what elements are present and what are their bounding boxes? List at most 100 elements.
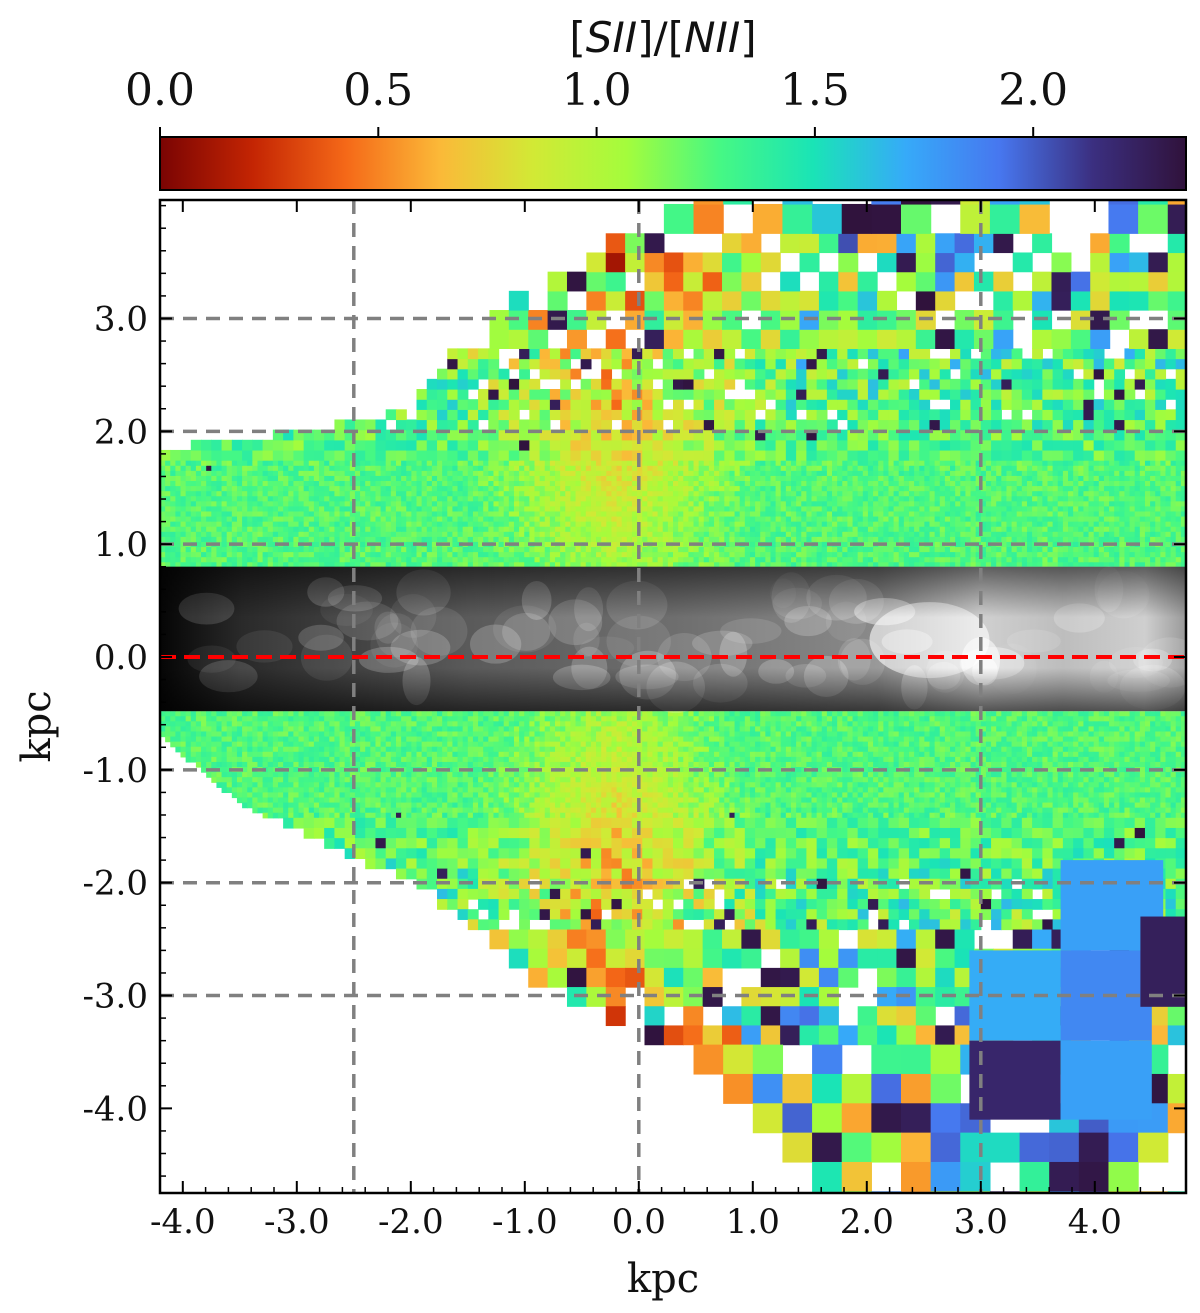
map-pixel bbox=[821, 526, 828, 532]
map-pixel bbox=[262, 495, 269, 502]
map-pixel bbox=[1078, 546, 1084, 553]
map-pixel bbox=[467, 510, 474, 517]
map-pixel bbox=[770, 551, 777, 558]
map-pixel bbox=[329, 495, 336, 502]
map-pixel bbox=[303, 505, 310, 512]
map-pixel bbox=[857, 515, 864, 522]
map-pixel bbox=[647, 510, 654, 517]
map-pixel bbox=[1134, 521, 1141, 527]
map-pixel bbox=[1109, 470, 1115, 476]
map-pixel bbox=[770, 460, 777, 466]
map-pixel bbox=[585, 541, 592, 548]
map-pixel bbox=[760, 490, 766, 497]
map-pixel bbox=[1052, 510, 1059, 517]
map-pixel bbox=[903, 551, 910, 558]
map-pixel bbox=[1103, 536, 1110, 542]
map-pixel bbox=[360, 546, 366, 553]
map-pixel bbox=[996, 485, 1002, 492]
map-pixel bbox=[1144, 515, 1151, 522]
map-pixel bbox=[283, 495, 289, 502]
map-pixel bbox=[1042, 546, 1049, 553]
map-pixel bbox=[826, 526, 833, 532]
map-pixel bbox=[1026, 546, 1033, 553]
map-pixel bbox=[467, 495, 474, 502]
map-pixel bbox=[1052, 561, 1059, 568]
map-pixel bbox=[626, 515, 633, 522]
map-pixel bbox=[785, 556, 792, 563]
map-pixel bbox=[406, 510, 412, 517]
map-pixel bbox=[1175, 551, 1182, 558]
map-pixel bbox=[590, 495, 597, 502]
map-pixel bbox=[411, 536, 418, 542]
map-pixel bbox=[1021, 475, 1028, 482]
map-pixel bbox=[344, 429, 356, 441]
map-pixel bbox=[965, 536, 972, 542]
map-pixel bbox=[272, 495, 279, 502]
map-pixel bbox=[478, 460, 484, 466]
map-pixel bbox=[908, 510, 915, 517]
map-pixel bbox=[1093, 536, 1100, 542]
map-pixel bbox=[611, 521, 618, 527]
map-pixel bbox=[1165, 515, 1172, 522]
map-pixel bbox=[980, 531, 987, 537]
map-pixel bbox=[1186, 430, 1197, 441]
map-pixel bbox=[560, 500, 566, 507]
map-pixel bbox=[939, 480, 946, 487]
map-pixel bbox=[236, 495, 243, 502]
map-pixel bbox=[298, 465, 305, 471]
map-pixel bbox=[380, 490, 387, 497]
map-pixel bbox=[283, 561, 289, 568]
map-pixel bbox=[406, 531, 412, 537]
map-pixel bbox=[888, 495, 895, 502]
map-pixel bbox=[898, 470, 905, 476]
plot-area: -4.0 -3.0 -2.0 -1.0 0.0 1.0 2.0 3.0 4.0 -4.0-3.0… bbox=[14, 198, 1197, 1302]
map-pixel bbox=[590, 449, 602, 461]
map-pixel bbox=[611, 561, 618, 568]
map-pixel bbox=[647, 490, 654, 497]
map-pixel bbox=[862, 460, 869, 466]
map-pixel bbox=[1109, 551, 1115, 558]
map-pixel bbox=[1052, 460, 1059, 466]
map-pixel bbox=[539, 399, 551, 410]
map-pixel bbox=[1021, 561, 1028, 568]
map-pixel bbox=[601, 399, 613, 410]
map-pixel bbox=[914, 536, 920, 542]
map-pixel bbox=[267, 551, 274, 558]
map-pixel bbox=[662, 465, 669, 471]
map-pixel bbox=[673, 490, 679, 497]
map-pixel bbox=[498, 500, 505, 507]
map-pixel bbox=[1103, 561, 1110, 568]
map-pixel bbox=[580, 556, 587, 563]
map-pixel bbox=[770, 541, 777, 548]
map-pixel bbox=[411, 510, 418, 517]
map-pixel bbox=[837, 536, 843, 542]
map-pixel bbox=[452, 500, 459, 507]
map-pixel bbox=[734, 449, 746, 461]
map-pixel bbox=[467, 500, 474, 507]
map-pixel bbox=[1037, 510, 1043, 517]
map-pixel bbox=[919, 368, 931, 380]
map-pixel bbox=[908, 541, 915, 548]
map-pixel bbox=[775, 368, 787, 380]
map-pixel bbox=[1124, 521, 1131, 527]
map-pixel bbox=[955, 526, 961, 532]
map-pixel bbox=[590, 521, 597, 527]
map-pixel bbox=[985, 485, 992, 492]
map-pixel bbox=[1139, 495, 1146, 502]
map-pixel bbox=[493, 531, 500, 537]
map-pixel bbox=[498, 399, 510, 410]
map-pixel bbox=[165, 521, 171, 527]
map-pixel bbox=[647, 521, 654, 527]
map-pixel bbox=[980, 561, 987, 568]
map-pixel bbox=[960, 409, 972, 421]
map-pixel bbox=[524, 475, 530, 482]
colorbar-label-part: [ bbox=[569, 13, 585, 62]
map-pixel bbox=[611, 500, 618, 507]
map-pixel bbox=[1114, 510, 1120, 517]
map-pixel bbox=[508, 561, 515, 568]
map-pixel bbox=[375, 449, 387, 461]
map-pixel bbox=[842, 526, 849, 532]
map-pixel bbox=[980, 429, 992, 441]
map-pixel bbox=[472, 510, 479, 517]
map-pixel bbox=[755, 490, 761, 497]
